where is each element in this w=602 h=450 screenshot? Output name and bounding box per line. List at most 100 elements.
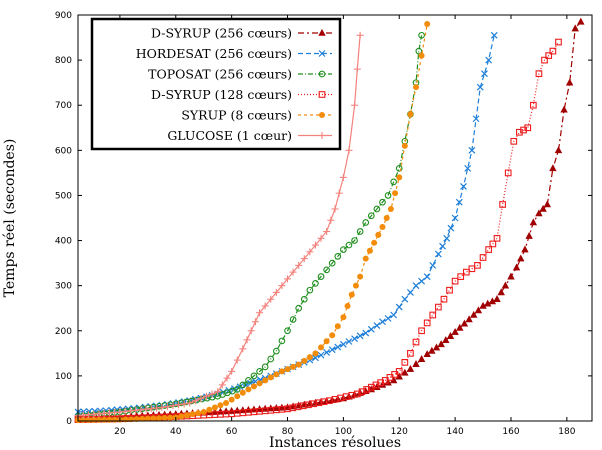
data-point	[451, 327, 459, 335]
data-point	[334, 323, 341, 330]
data-point	[228, 367, 236, 375]
y-tick-label: 700	[55, 101, 72, 111]
data-point	[412, 282, 420, 290]
data-point	[340, 246, 347, 253]
legend-swatch-marker	[318, 28, 326, 36]
data-point	[147, 405, 155, 413]
x-tick-label: 20	[114, 427, 126, 437]
data-point	[289, 316, 297, 323]
data-point	[366, 247, 373, 254]
data-point	[111, 416, 118, 423]
data-point	[465, 315, 473, 323]
data-point	[429, 261, 437, 269]
data-point	[571, 24, 579, 32]
data-point	[474, 306, 483, 314]
data-point	[272, 288, 280, 296]
data-point	[261, 363, 269, 371]
data-point	[379, 318, 386, 326]
y-tick-label: 300	[55, 282, 72, 292]
data-point	[312, 354, 319, 362]
data-point	[169, 402, 177, 410]
data-point	[485, 246, 492, 253]
data-point	[233, 386, 241, 393]
data-point	[468, 146, 476, 154]
data-point	[395, 368, 403, 375]
data-point	[295, 304, 303, 312]
data-point	[539, 204, 547, 212]
data-point	[390, 178, 398, 186]
data-point	[481, 70, 488, 78]
data-point	[434, 250, 442, 258]
data-point	[390, 311, 398, 319]
legend-label: D-SYRUP (256 cœurs)	[151, 26, 292, 41]
data-point	[423, 273, 431, 281]
data-point	[383, 215, 390, 221]
legend-label: GLUCOSE (1 cœur)	[167, 128, 292, 143]
data-point	[208, 390, 216, 398]
data-point	[428, 346, 436, 354]
data-point	[387, 205, 394, 212]
data-point	[272, 347, 280, 355]
data-point	[507, 272, 515, 280]
legend-box	[90, 17, 342, 151]
data-point	[239, 345, 247, 353]
data-point	[442, 336, 450, 344]
data-point	[256, 368, 263, 375]
data-point	[90, 416, 97, 423]
data-point	[116, 408, 124, 416]
data-point	[289, 268, 297, 276]
data-point	[362, 219, 370, 226]
data-point	[493, 295, 501, 303]
data-point	[423, 319, 431, 327]
data-point	[290, 363, 297, 370]
data-point	[250, 383, 257, 390]
data-point	[541, 56, 548, 64]
data-point	[306, 354, 313, 361]
data-point	[565, 78, 574, 86]
data-point	[356, 228, 364, 235]
y-tick-label: 800	[55, 56, 72, 66]
legend-label: HORDESAT (256 cœurs)	[136, 46, 292, 61]
data-point	[429, 311, 437, 319]
data-point	[256, 309, 264, 317]
data-point	[106, 416, 113, 423]
data-point	[373, 205, 381, 213]
data-point	[401, 359, 409, 366]
data-point	[524, 124, 532, 132]
y-tick-label: 500	[55, 191, 72, 201]
data-point	[577, 17, 585, 25]
data-point	[451, 277, 459, 285]
data-point	[301, 357, 308, 364]
data-point	[247, 327, 255, 335]
data-point	[158, 403, 166, 411]
data-point	[328, 259, 336, 267]
data-point	[362, 329, 370, 337]
data-point	[175, 401, 183, 409]
data-point	[352, 282, 359, 289]
x-tick-label: 80	[282, 427, 294, 437]
data-point	[543, 200, 552, 208]
data-point	[371, 239, 378, 246]
x-tick-label: 40	[170, 427, 182, 437]
data-point	[267, 295, 275, 303]
data-point	[239, 381, 247, 389]
x-tick-label: 140	[447, 427, 464, 437]
data-point	[323, 228, 331, 236]
data-point	[367, 325, 375, 333]
y-axis-title: Temps réel (secondes)	[2, 139, 18, 298]
data-point	[412, 338, 420, 346]
series-line	[77, 35, 423, 418]
data-point	[351, 335, 358, 343]
data-point	[451, 214, 459, 222]
data-point	[521, 245, 529, 253]
x-tick-label: 180	[558, 427, 575, 437]
data-point	[424, 21, 431, 28]
data-point	[418, 31, 425, 39]
data-point	[345, 146, 353, 154]
x-tick-label: 100	[335, 427, 352, 437]
data-point	[197, 394, 205, 402]
data-point	[356, 332, 364, 340]
data-point	[384, 192, 392, 199]
series-line	[77, 41, 560, 421]
data-point	[250, 372, 258, 380]
